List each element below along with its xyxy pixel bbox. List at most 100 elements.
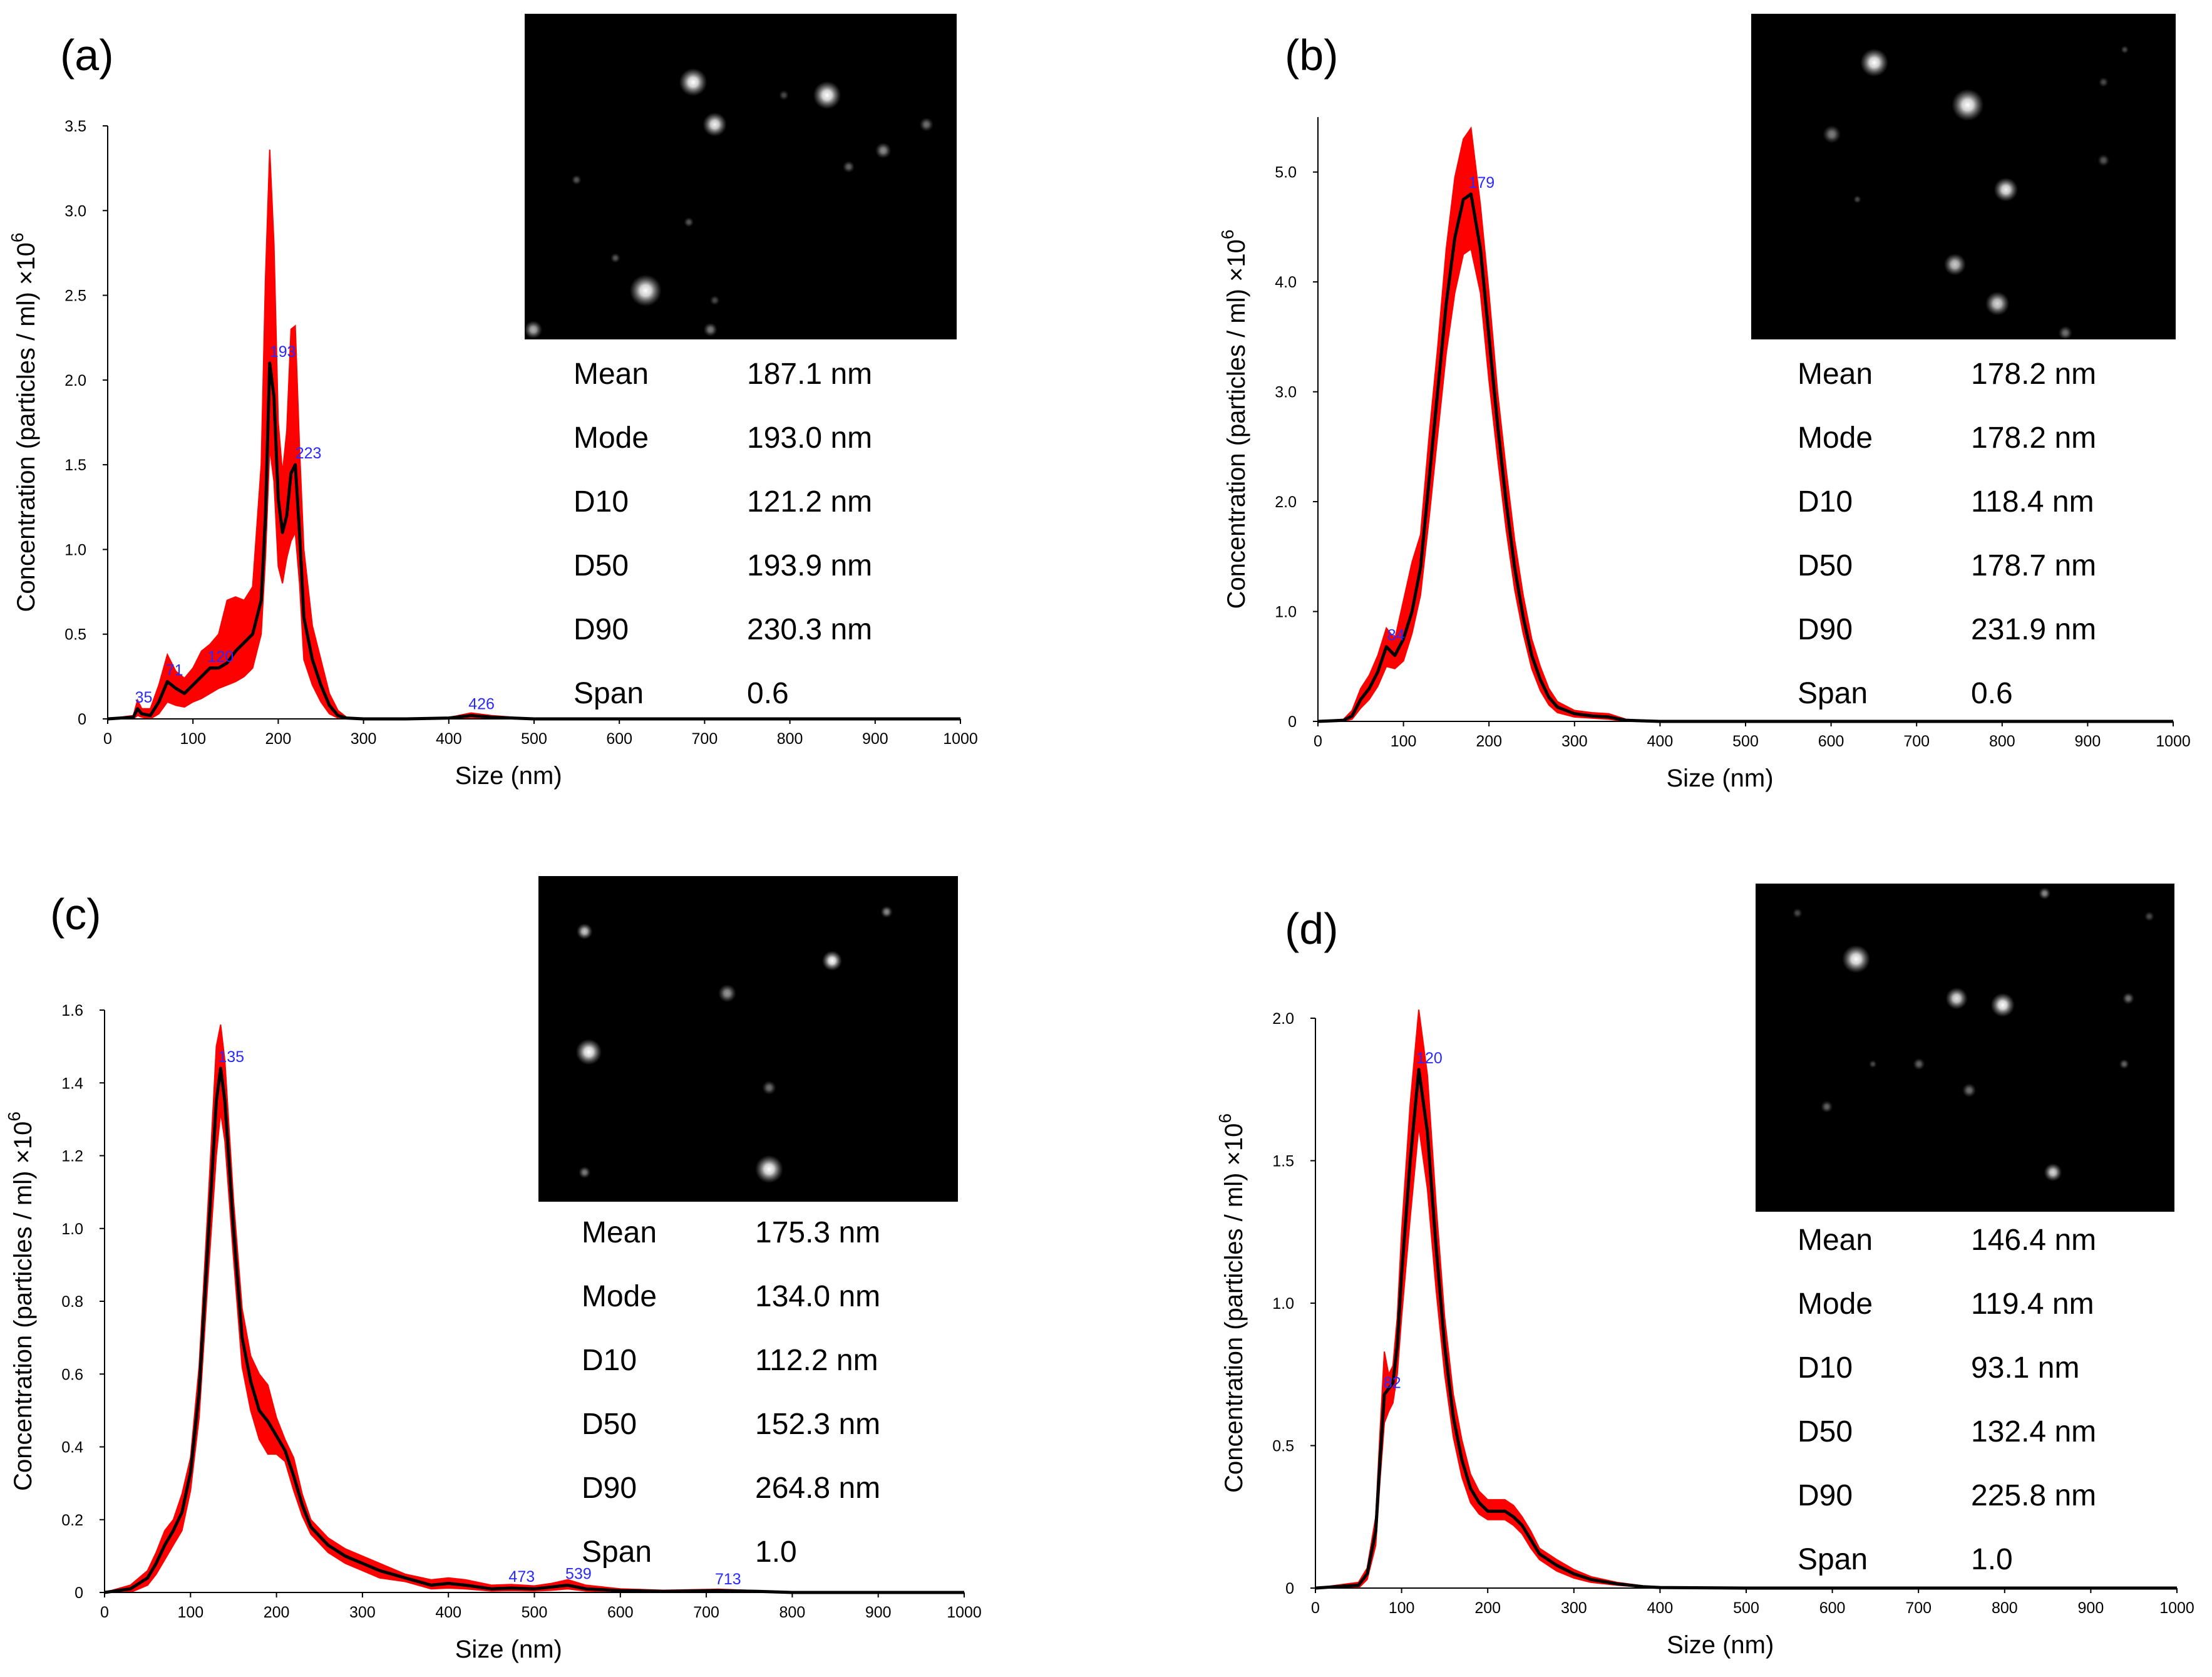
particle-dot — [2144, 911, 2154, 922]
particle-dot — [629, 274, 662, 307]
x-tick-label: 300 — [349, 1604, 376, 1621]
stat-value: 178.2 nm — [1971, 357, 2097, 391]
y-tick-label: 1.0 — [1275, 604, 1297, 621]
stat-label: Mode — [574, 421, 649, 455]
particle-dot — [1990, 993, 2015, 1018]
particle-dot — [1962, 1083, 1977, 1098]
x-tick-label: 0 — [1311, 1599, 1320, 1617]
particle-dot — [755, 1155, 783, 1184]
particle-dot — [762, 1080, 776, 1095]
stat-label: Mean — [1798, 1223, 1873, 1257]
particle-dot — [779, 90, 789, 100]
nta-video-frame-a — [524, 68, 934, 339]
stat-label: Span — [1798, 676, 1868, 710]
x-tick-label: 500 — [1733, 1599, 1759, 1617]
y-tick-label: 2.0 — [64, 372, 86, 390]
particle-dot — [880, 906, 893, 918]
particle-dot — [2122, 992, 2135, 1004]
y-tick-label: 1.2 — [61, 1148, 83, 1165]
stat-value: 0.6 — [747, 676, 789, 710]
stat-value: 178.2 nm — [1971, 421, 2097, 455]
y-tick-label: 3.0 — [64, 202, 86, 220]
y-tick-label: 4.0 — [1275, 274, 1297, 291]
x-tick-label: 700 — [1905, 1599, 1932, 1617]
y-tick-label: 0.5 — [64, 626, 86, 644]
x-tick-label: 300 — [1561, 1599, 1587, 1617]
particle-dot — [2098, 77, 2109, 88]
particle-dot — [579, 1166, 591, 1179]
nta-image-b — [1751, 14, 2176, 340]
error-band-series — [1317, 126, 2173, 722]
y-tick-label: 0 — [1285, 1580, 1294, 1597]
particle-dot — [576, 923, 593, 940]
y-tick-label: 0 — [75, 1584, 83, 1602]
stats-row: D10 121.2 nm — [574, 470, 872, 534]
panel-label-d: (d) — [1285, 904, 1339, 953]
stat-value: 0.6 — [1971, 676, 2013, 710]
stats-row: D50 132.4 nm — [1798, 1400, 2096, 1463]
chart-a: 0 100 200 300 400 500 600 700 800 900 1000 0 0.5 1.0 1… — [8, 118, 978, 790]
stat-label: D10 — [1798, 485, 1853, 519]
x-tick-label: 0 — [103, 730, 112, 748]
stat-label: D50 — [574, 549, 629, 582]
x-tick-label: 800 — [779, 1604, 806, 1621]
nta-image-a — [524, 14, 957, 339]
nta-video-frame-c — [575, 906, 893, 1184]
y-tick-label: 0 — [78, 711, 86, 728]
y-tick-label: 5.0 — [1275, 164, 1297, 182]
stat-value: 193.9 nm — [747, 549, 873, 582]
error-band-series — [1315, 1009, 2177, 1589]
stats-row: Mean 178.2 nm — [1798, 342, 2096, 406]
peak-label: 71 — [166, 661, 183, 679]
particle-dot — [1868, 1060, 1877, 1068]
y-tick-label: 2.0 — [1275, 493, 1297, 511]
chart-c: 0 100 200 300 400 500 600 700 800 900 1000 0 0.2 0.4 0… — [4, 1002, 982, 1663]
nta-video-frame-b — [1823, 45, 2129, 340]
stat-label: Span — [1798, 1542, 1868, 1576]
stats-row: D90 230.3 nm — [574, 597, 872, 661]
chart-b: 0 100 200 300 400 500 600 700 800 900 1000 0 1.0 2.0 3… — [1218, 117, 2191, 792]
peak-label: 713 — [715, 1571, 741, 1588]
particle-dot — [1860, 48, 1889, 77]
stat-label: Mean — [574, 357, 649, 391]
y-axis-title: Concentration (particles / ml) ×106 — [1218, 230, 1250, 609]
stats-row: D90 264.8 nm — [582, 1456, 880, 1520]
peak-label: 426 — [468, 696, 495, 713]
x-tick-label: 400 — [1647, 733, 1674, 750]
particle-dot — [2039, 887, 2051, 900]
particle-dot — [718, 984, 736, 1003]
x-tick-label: 400 — [435, 1604, 461, 1621]
stats-row: D90 231.9 nm — [1798, 597, 2096, 661]
x-tick-label: 300 — [1561, 733, 1588, 750]
x-tick-label: 400 — [1647, 1599, 1674, 1617]
peak-label: 35 — [135, 689, 153, 706]
stat-value: 93.1 nm — [1971, 1351, 2080, 1385]
y-tick-label: 0 — [1288, 713, 1297, 731]
mean-line-series — [1315, 1068, 2177, 1590]
stat-value: 119.4 nm — [1971, 1287, 2094, 1321]
x-tick-label: 600 — [1818, 733, 1844, 750]
x-tick-label: 1000 — [947, 1604, 982, 1621]
stats-row: D90 225.8 nm — [1798, 1463, 2096, 1527]
particle-dot — [1943, 253, 1967, 276]
particle-dot — [2058, 326, 2072, 340]
peak-label: 84 — [1387, 627, 1405, 644]
x-tick-label: 300 — [351, 730, 377, 748]
particle-dot — [842, 160, 855, 173]
stat-label: Mode — [582, 1279, 657, 1313]
peak-label: 135 — [218, 1048, 244, 1066]
y-tick-label: 2.5 — [64, 287, 86, 305]
stat-label: D10 — [582, 1343, 637, 1377]
stat-label: Span — [582, 1535, 652, 1569]
stat-label: D10 — [1798, 1351, 1853, 1385]
stats-row: Mode 193.0 nm — [574, 406, 872, 470]
stats-row: Span 0.6 — [574, 661, 872, 725]
peak-label: 193 — [270, 343, 296, 361]
stat-value: 187.1 nm — [747, 357, 873, 391]
x-tick-label: 900 — [865, 1604, 892, 1621]
y-tick-label: 1.0 — [1272, 1295, 1294, 1313]
y-axis-scale: ×10 — [9, 1122, 37, 1164]
particle-dot — [875, 142, 892, 159]
stats-table-c: Mean 175.3 nm Mode 134.0 nm D10 112.2 nm D50 15… — [582, 1200, 880, 1584]
y-tick-label: 2.0 — [1272, 1010, 1294, 1028]
